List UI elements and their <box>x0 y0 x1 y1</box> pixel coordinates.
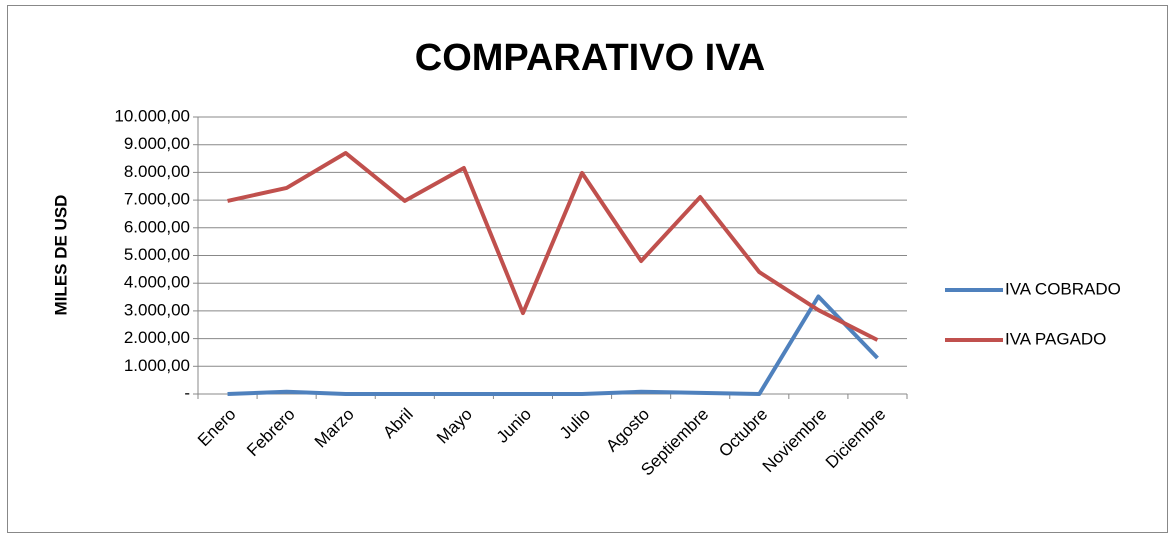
y-tick-label: 1.000,00 <box>124 356 190 375</box>
line-series <box>227 294 879 396</box>
y-tick-label: 3.000,00 <box>124 300 190 319</box>
y-tick-label: 10.000,00 <box>114 106 190 125</box>
y-tick-label: 5.000,00 <box>124 245 190 264</box>
line-series <box>227 151 879 342</box>
y-tick-label: 7.000,00 <box>124 190 190 209</box>
y-tick-label: 2.000,00 <box>124 328 190 347</box>
y-tick-label: 4.000,00 <box>124 273 190 292</box>
y-axis-title: MILES DE USD <box>51 195 70 316</box>
chart-border <box>7 5 1168 533</box>
y-tick-label: 8.000,00 <box>124 162 190 181</box>
y-tick-label: - <box>184 383 190 402</box>
y-tick-label: 9.000,00 <box>124 134 190 153</box>
legend-label: IVA COBRADO <box>1005 279 1121 298</box>
legend-label: IVA PAGADO <box>1005 329 1106 348</box>
chart-title: COMPARATIVO IVA <box>415 37 765 79</box>
y-tick-label: 6.000,00 <box>124 217 190 236</box>
